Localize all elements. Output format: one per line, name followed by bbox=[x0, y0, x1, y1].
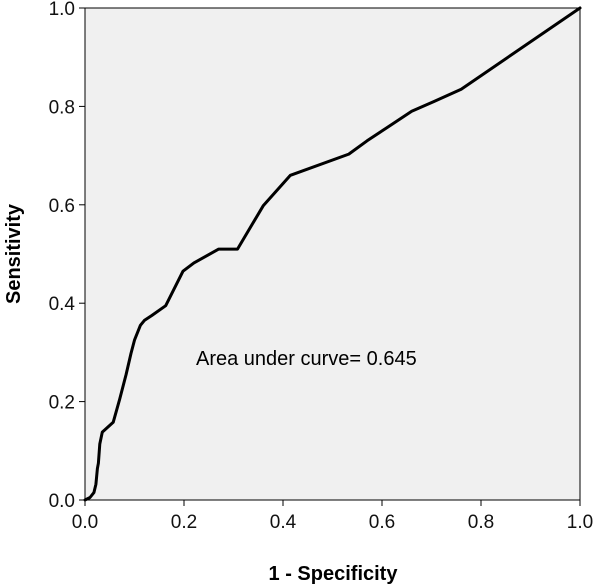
y-tick-label: 0.2 bbox=[49, 393, 75, 414]
y-tick-label: 1.0 bbox=[49, 0, 75, 20]
plot-area bbox=[84, 7, 581, 501]
y-tick-label: 0.8 bbox=[49, 97, 75, 118]
y-tick-label: 0.4 bbox=[49, 294, 76, 315]
x-tick-label: 0.2 bbox=[171, 512, 197, 533]
x-axis-title: 1 - Specificity bbox=[269, 563, 399, 585]
y-tick-label: 0.0 bbox=[49, 491, 75, 512]
auc-annotation: Area under curve= 0.645 bbox=[196, 348, 417, 370]
x-tick-label: 0.0 bbox=[72, 512, 98, 533]
x-tick-label: 0.4 bbox=[270, 512, 297, 533]
x-tick-label: 1.0 bbox=[567, 512, 593, 533]
x-axis: 0.0 0.2 0.4 0.6 0.8 1.0 bbox=[72, 500, 593, 533]
y-axis-title: Sensitivity bbox=[3, 203, 25, 304]
y-tick-label: 0.6 bbox=[49, 196, 75, 217]
x-tick-label: 0.8 bbox=[468, 512, 494, 533]
x-tick-label: 0.6 bbox=[369, 512, 395, 533]
y-axis: 0.0 0.2 0.4 0.6 0.8 1.0 bbox=[49, 0, 85, 512]
roc-curve-line bbox=[83, 6, 582, 502]
